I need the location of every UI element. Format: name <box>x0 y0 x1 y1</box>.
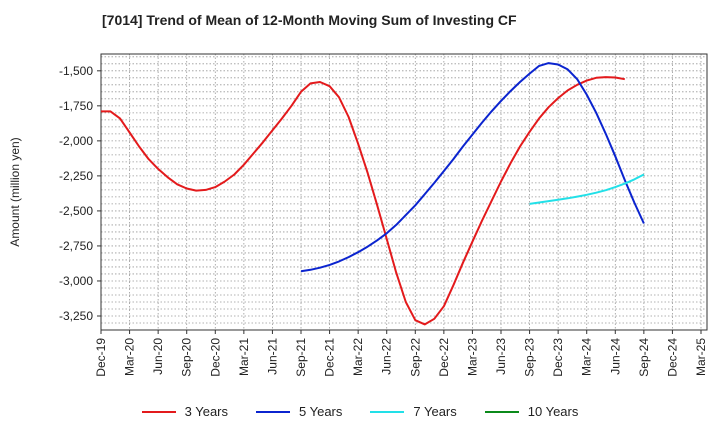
x-tick-label: Dec-21 <box>323 338 337 377</box>
legend: 3 Years 5 Years 7 Years 10 Years <box>0 404 720 419</box>
legend-swatch <box>484 410 519 413</box>
legend-label: 10 Years <box>527 404 579 419</box>
x-axis-ticks: Dec-19 Mar-20 Jun-20 Sep-20 Dec-20 Mar-21 Jun-… <box>94 330 708 377</box>
legend-label: 5 Years <box>299 404 343 419</box>
series-lines <box>101 62 645 326</box>
x-tick-label: Mar-22 <box>351 338 365 376</box>
x-tick-label: Dec-20 <box>208 338 222 377</box>
y-axis-ticks: -1,500 -1,750 -2,000 -2,250 -2,500 -2,750 -3,0… <box>59 64 101 323</box>
grid <box>100 54 707 330</box>
legend-item: 5 Years <box>256 404 342 419</box>
series-line-3-years <box>101 76 625 326</box>
legend-item: 10 Years <box>484 404 579 419</box>
x-tick-label: Jun-23 <box>494 338 508 375</box>
x-tick-label: Jun-21 <box>265 338 279 375</box>
x-tick-label: Sep-22 <box>408 338 422 377</box>
plot-frame <box>100 53 708 331</box>
x-tick-label: Mar-23 <box>465 338 479 376</box>
y-tick-label: -1,750 <box>59 99 93 113</box>
x-tick-label: Dec-22 <box>437 338 451 377</box>
y-tick-label: -2,000 <box>59 134 93 148</box>
legend-swatch <box>256 410 290 413</box>
legend-item: 7 Years <box>370 404 457 419</box>
y-tick-label: -2,500 <box>59 204 93 218</box>
x-tick-label: Sep-21 <box>294 338 308 377</box>
y-tick-label: -2,250 <box>59 169 93 183</box>
legend-swatch <box>370 410 405 413</box>
x-tick-label: Mar-20 <box>123 338 137 376</box>
y-tick-label: -3,000 <box>59 274 93 288</box>
x-tick-label: Dec-24 <box>665 338 679 377</box>
x-tick-label: Jun-22 <box>380 338 394 375</box>
legend-swatch <box>141 410 176 413</box>
legend-label: 7 Years <box>413 404 457 419</box>
legend-item: 3 Years <box>141 404 228 419</box>
chart-title: [7014] Trend of Mean of 12-Month Moving … <box>102 12 517 28</box>
legend-label: 3 Years <box>184 404 228 419</box>
x-tick-label: Mar-25 <box>694 338 708 376</box>
y-axis-label: Amount (million yen) <box>8 137 22 246</box>
x-tick-label: Mar-21 <box>237 338 251 376</box>
x-tick-label: Sep-23 <box>523 338 537 377</box>
y-tick-label: -3,250 <box>59 309 93 323</box>
x-tick-label: Sep-24 <box>637 338 651 377</box>
series-line-5-years <box>300 62 645 273</box>
y-tick-label: -1,500 <box>59 64 93 78</box>
x-tick-label: Dec-19 <box>94 338 108 377</box>
series-line-7-years <box>529 173 645 205</box>
x-tick-label: Jun-20 <box>151 338 165 375</box>
x-tick-label: Dec-23 <box>551 338 565 377</box>
x-tick-label: Jun-24 <box>608 338 622 375</box>
y-tick-label: -2,750 <box>59 239 93 253</box>
x-tick-label: Sep-20 <box>180 338 194 377</box>
x-tick-label: Mar-24 <box>580 338 594 376</box>
